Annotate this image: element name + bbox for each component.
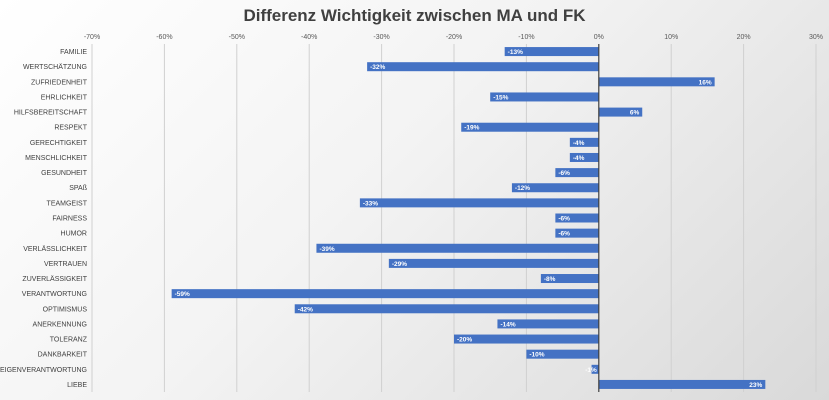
data-label: -12% (515, 185, 530, 192)
data-label: -42% (298, 306, 313, 313)
bar (367, 62, 599, 72)
category-label: VERTRAUEN (44, 261, 87, 268)
x-tick-label: -10% (518, 34, 534, 41)
bar (526, 349, 599, 359)
category-label: VERANTWORTUNG (22, 291, 87, 298)
category-label: WERTSCHÄTZUNG (23, 63, 87, 71)
bar (598, 379, 766, 389)
category-label: TOLERANZ (50, 337, 88, 344)
x-tick-label: -40% (301, 34, 317, 41)
bar (454, 334, 599, 344)
category-label: ANERKENNUNG (33, 321, 87, 328)
data-labels: -13% -32% 16% -15% 6% -19% -4% -4% -6% -12% -33% -6… (175, 49, 763, 389)
bar (540, 274, 599, 284)
category-label: LIEBE (67, 382, 87, 389)
data-label: -29% (392, 261, 407, 268)
category-label: FAMILIE (60, 49, 87, 56)
bar (388, 258, 599, 268)
bars (171, 47, 766, 389)
data-label: -6% (558, 231, 570, 238)
data-label: -14% (500, 321, 515, 328)
x-tick-label: -20% (446, 34, 462, 41)
data-label: 23% (749, 382, 762, 389)
data-label: -6% (558, 216, 570, 223)
data-label: -19% (464, 125, 479, 132)
category-label: DANKBARKEIT (38, 352, 88, 359)
data-label: -32% (370, 64, 385, 71)
bar (316, 243, 599, 253)
bar (598, 107, 643, 117)
data-label: 6% (630, 110, 640, 117)
x-axis-tick-labels: -70% -60% -50% -40% -30% -20% -10% 0% 10% 20% 30% (84, 34, 823, 41)
bar (591, 364, 599, 374)
category-label: TEAMGEIST (47, 200, 88, 207)
data-label: -8% (544, 276, 556, 283)
data-label: -4% (573, 155, 585, 162)
grid-lines (91, 44, 817, 392)
bar (359, 198, 599, 208)
category-label: ZUVERLÄSSIGKEIT (22, 275, 87, 283)
x-tick-label: 30% (809, 34, 823, 41)
data-label: -1% (585, 367, 597, 374)
category-label: SPAß (69, 185, 87, 192)
category-label: GESUNDHEIT (41, 170, 88, 177)
x-tick-label: 10% (664, 34, 678, 41)
category-label: EHRLICHKEIT (41, 94, 88, 101)
x-tick-label: 20% (737, 34, 751, 41)
bar (569, 137, 599, 147)
category-label: VERLÄSSLICHKEIT (23, 245, 88, 253)
category-label: GERECHTIGKEIT (30, 140, 88, 147)
bar (497, 319, 599, 329)
chart-title: Differenz Wichtigkeit zwischen MA und FK (243, 6, 586, 25)
data-label: -13% (508, 49, 523, 56)
data-label: -4% (573, 140, 585, 147)
x-tick-label: -70% (84, 34, 100, 41)
bar (490, 92, 599, 102)
bar (511, 183, 599, 193)
bar (555, 228, 599, 238)
category-label: FAIRNESS (52, 216, 87, 223)
bar (294, 304, 599, 314)
data-label: 16% (699, 79, 712, 86)
data-label: -39% (319, 246, 334, 253)
data-label: -59% (175, 291, 190, 298)
category-label: EIGENVERANTWORTUNG (0, 367, 87, 374)
data-label: -33% (363, 200, 378, 207)
category-label: RESPEKT (54, 125, 87, 132)
x-tick-label: -50% (229, 34, 245, 41)
data-label: -15% (493, 94, 508, 101)
bar (569, 152, 599, 162)
data-label: -10% (529, 352, 544, 359)
x-tick-label: -30% (373, 34, 389, 41)
category-label: HILFSBEREITSCHAFT (14, 110, 88, 117)
category-label: ZUFRIEDENHEIT (31, 79, 88, 86)
bar (598, 77, 715, 87)
bar (555, 213, 599, 223)
x-tick-label: 0% (594, 34, 604, 41)
data-label: -6% (558, 170, 570, 177)
x-tick-label: -60% (156, 34, 172, 41)
category-label: MENSCHLICHKEIT (25, 155, 88, 162)
bar (555, 168, 599, 178)
bar (504, 47, 599, 57)
bar (171, 289, 599, 299)
y-axis-category-labels: FAMILIE WERTSCHÄTZUNG ZUFRIEDENHEIT EHRLICH… (0, 49, 88, 389)
category-label: HUMOR (61, 231, 87, 238)
data-label: -20% (457, 337, 472, 344)
bar (461, 122, 599, 132)
category-label: OPTIMISMUS (43, 306, 88, 313)
